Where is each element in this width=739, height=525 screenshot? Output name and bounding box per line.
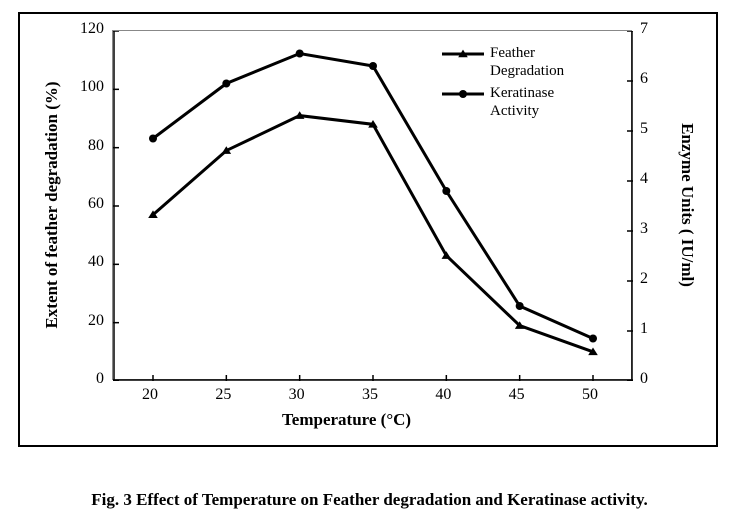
x-tick: 40 xyxy=(435,386,451,404)
y-left-tick: 100 xyxy=(80,78,104,96)
y-left-tick: 0 xyxy=(96,370,104,388)
figure-container: Temperature (°C) Extent of feather degra… xyxy=(0,0,739,525)
y-right-tick: 7 xyxy=(640,20,648,38)
legend-item: FeatherDegradation xyxy=(442,44,564,80)
y-right-tick: 3 xyxy=(640,220,648,238)
x-tick: 45 xyxy=(509,386,525,404)
legend-swatch xyxy=(442,44,484,64)
y-left-tick: 120 xyxy=(80,20,104,38)
legend-item: KeratinaseActivity xyxy=(442,84,564,120)
x-tick: 25 xyxy=(215,386,231,404)
legend-label: KeratinaseActivity xyxy=(490,84,554,120)
legend: FeatherDegradation KeratinaseActivity xyxy=(442,44,564,124)
y-left-tick: 80 xyxy=(88,137,104,155)
y-right-tick: 1 xyxy=(640,320,648,338)
y-right-axis-label: Enzyme Units ( IU/ml) xyxy=(677,105,697,305)
x-tick: 35 xyxy=(362,386,378,404)
y-right-tick: 5 xyxy=(640,120,648,138)
x-tick: 20 xyxy=(142,386,158,404)
y-left-tick: 40 xyxy=(88,253,104,271)
y-left-tick: 20 xyxy=(88,312,104,330)
y-right-tick: 0 xyxy=(640,370,648,388)
figure-caption: Fig. 3 Effect of Temperature on Feather … xyxy=(0,490,739,510)
x-tick: 30 xyxy=(289,386,305,404)
legend-swatch xyxy=(442,84,484,104)
x-tick: 50 xyxy=(582,386,598,404)
x-axis-label: Temperature (°C) xyxy=(282,410,411,430)
y-right-tick: 6 xyxy=(640,70,648,88)
series-line xyxy=(153,116,593,352)
y-right-tick: 2 xyxy=(640,270,648,288)
legend-label: FeatherDegradation xyxy=(490,44,564,80)
y-right-tick: 4 xyxy=(640,170,648,188)
y-left-tick: 60 xyxy=(88,195,104,213)
y-left-axis-label: Extent of feather degradation (%) xyxy=(42,65,62,345)
